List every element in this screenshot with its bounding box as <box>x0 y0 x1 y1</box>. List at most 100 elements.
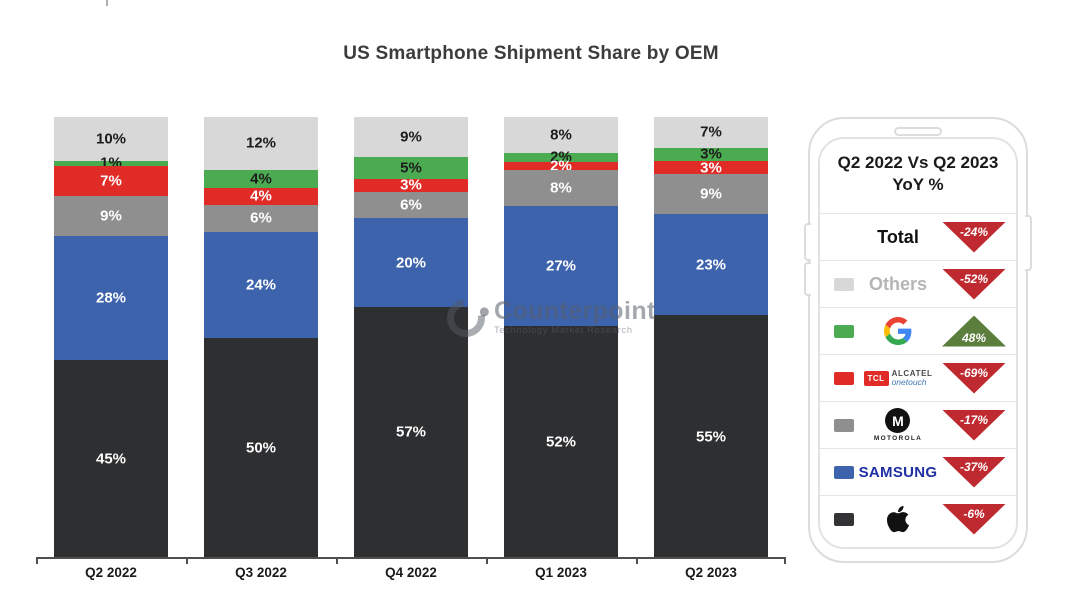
segment-value-label: 2% <box>550 157 572 175</box>
segment-apple: 50% <box>204 337 318 558</box>
legend-swatch-apple <box>834 512 854 526</box>
yoy-value: -69% <box>959 365 988 380</box>
x-axis-line <box>36 557 786 566</box>
legend-brand-tcl-alcatel: TCL ALCATEL onetouch <box>854 370 942 386</box>
segment-google: 2% <box>504 150 618 165</box>
segment-apple: 55% <box>654 315 768 559</box>
segment-value-label: 8% <box>550 179 572 197</box>
segment-others: 10% <box>54 117 168 162</box>
segment-value-label: 28% <box>95 289 127 307</box>
legend-brand-others: Others <box>854 274 942 295</box>
x-axis-label: Q4 2022 <box>385 565 437 580</box>
segment-motorola: 9% <box>654 174 768 215</box>
segment-others: 8% <box>504 117 618 153</box>
stacked-bar: 7% 3% 3% 9% 23% 55% <box>654 117 768 559</box>
legend-row-total: Total -24% <box>820 213 1016 260</box>
segment-apple: 57% <box>354 306 468 558</box>
yoy-down-triangle-tcl-alcatel: -69% <box>942 362 1006 394</box>
legend-row-tcl-alcatel: TCL ALCATEL onetouch -69% <box>820 354 1016 401</box>
segment-value-label: 52% <box>545 433 577 451</box>
segment-value-label: 4% <box>250 170 272 188</box>
stacked-bar: 9% 5% 3% 6% 20% 57% <box>354 117 468 558</box>
legend-rows: Total -24% Others -52% 48% TCL ALCATEL onetouch… <box>820 213 1016 542</box>
segment-tcl-alcatel: 3% <box>654 160 768 175</box>
legend-row-motorola: M MOTOROLA -17% <box>820 401 1016 448</box>
yoy-down-triangle-total: -24% <box>942 221 1006 253</box>
segment-google: 4% <box>204 169 318 188</box>
yoy-up-triangle-google: 48% <box>942 315 1006 347</box>
x-axis-labels: Q2 2022 Q3 2022 Q4 2022 Q1 2023 Q2 2023 <box>36 565 786 580</box>
segment-value-label: 9% <box>700 185 722 203</box>
legend-brand-apple <box>854 504 942 534</box>
phone-speaker-icon <box>894 127 942 136</box>
segment-value-label: 3% <box>400 176 422 194</box>
x-axis-label: Q2 2023 <box>685 565 737 580</box>
samsung-wordmark: SAMSUNG <box>858 463 938 481</box>
segment-motorola: 8% <box>504 170 618 207</box>
motorola-logo: M MOTOROLA <box>874 408 922 442</box>
motorola-wordmark: MOTOROLA <box>873 435 923 442</box>
bar-q2-2023: 7% 3% 3% 9% 23% 55% <box>636 117 786 559</box>
phone-side-button-icon <box>1025 215 1032 271</box>
segment-tcl-alcatel: 2% <box>504 157 618 175</box>
segment-tcl-alcatel: 4% <box>204 187 318 206</box>
legend-label-total: Total <box>877 226 919 247</box>
legend-swatch-google <box>834 324 854 338</box>
segment-tcl-alcatel: 3% <box>354 176 468 194</box>
segment-value-label: 23% <box>695 256 727 274</box>
legend-row-others: Others -52% <box>820 260 1016 307</box>
legend-row-google: 48% <box>820 307 1016 354</box>
segment-value-label: 7% <box>100 172 122 190</box>
legend-brand-google <box>854 317 942 345</box>
segment-others: 7% <box>654 117 768 148</box>
tcl-logo-box: TCL <box>863 370 889 386</box>
legend-swatch-tcl-alcatel <box>834 371 854 385</box>
bar-q1-2023: 8% 2% 2% 8% 27% 52% <box>486 117 636 558</box>
legend-brand-motorola: M MOTOROLA <box>854 408 942 442</box>
tcl-alcatel-logo: TCL ALCATEL onetouch <box>863 370 933 386</box>
yoy-value: -52% <box>959 271 988 286</box>
legend-swatch-others <box>834 277 854 291</box>
segment-others: 12% <box>204 117 318 170</box>
segment-value-label: 9% <box>100 207 122 225</box>
legend-row-apple: -6% <box>820 495 1016 542</box>
yoy-value: 48% <box>961 330 987 345</box>
segment-value-label: 9% <box>400 128 422 146</box>
alcatel-label: ALCATEL <box>891 370 933 378</box>
stacked-bar: 12% 4% 4% 6% 24% 50% <box>204 117 318 558</box>
bar-q3-2022: 12% 4% 4% 6% 24% 50% <box>186 117 336 558</box>
chart-title: US Smartphone Shipment Share by OEM <box>343 43 719 64</box>
legend-header: Q2 2022 Vs Q2 2023 YoY % <box>820 139 1016 213</box>
yoy-down-triangle-motorola: -17% <box>942 409 1006 441</box>
yoy-value: -37% <box>959 459 988 474</box>
segment-value-label: 4% <box>250 187 272 205</box>
bar-q2-2022: 10% 1% 7% 9% 28% 45% <box>36 117 186 558</box>
segment-value-label: 57% <box>395 423 427 441</box>
google-logo-icon <box>884 317 912 345</box>
segment-value-label: 12% <box>245 134 277 152</box>
apple-logo-icon <box>886 505 910 533</box>
segment-tcl-alcatel: 7% <box>54 165 168 197</box>
legend-label-others: Others <box>868 273 928 294</box>
segment-value-label: 55% <box>695 428 727 446</box>
alcatel-onetouch-text: ALCATEL onetouch <box>892 370 933 386</box>
legend-swatch-samsung <box>834 465 854 479</box>
legend-brand-total: Total <box>854 227 942 248</box>
legend-header-line1: Q2 2022 Vs Q2 2023 <box>837 153 999 172</box>
yoy-value: -6% <box>963 506 985 521</box>
segment-google: 3% <box>654 147 768 162</box>
segment-google: 5% <box>354 156 468 179</box>
screen-edge-artifact <box>106 0 108 6</box>
stacked-bar: 8% 2% 2% 8% 27% 52% <box>504 117 618 558</box>
segment-value-label: 5% <box>400 159 422 177</box>
segment-value-label: 24% <box>245 276 277 294</box>
segment-samsung: 20% <box>354 218 468 307</box>
segment-motorola: 9% <box>54 196 168 237</box>
axis-tick <box>186 559 188 564</box>
segment-motorola: 6% <box>204 205 318 232</box>
legend-swatch-motorola <box>834 418 854 432</box>
legend-brand-samsung: SAMSUNG <box>854 464 942 481</box>
segment-value-label: 45% <box>95 450 127 468</box>
segment-value-label: 10% <box>95 130 127 148</box>
segment-others: 9% <box>354 117 468 157</box>
